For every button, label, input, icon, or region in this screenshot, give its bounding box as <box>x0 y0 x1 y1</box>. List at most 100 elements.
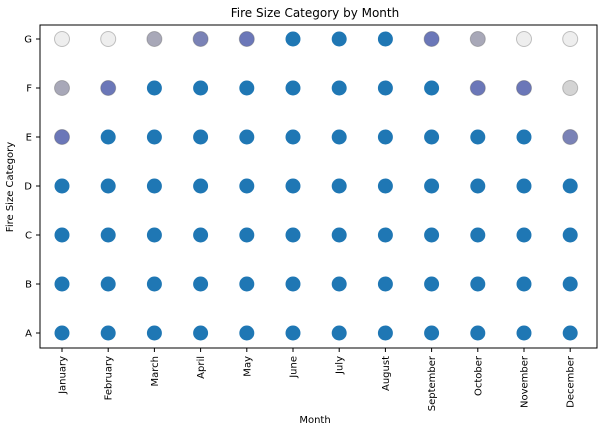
data-point <box>239 276 255 292</box>
x-tick-label: February <box>104 356 115 400</box>
data-point <box>193 129 209 145</box>
data-point <box>377 178 393 194</box>
data-point <box>377 325 393 341</box>
x-tick-label: May <box>242 356 253 377</box>
data-point <box>146 31 163 47</box>
data-point <box>516 276 532 292</box>
data-point <box>516 227 532 243</box>
data-point <box>285 31 301 47</box>
data-point <box>470 325 486 341</box>
data-point <box>54 325 70 341</box>
data-point <box>470 276 486 292</box>
data-point <box>516 31 532 47</box>
data-point <box>562 80 579 96</box>
data-point <box>423 31 440 47</box>
y-tick-label: G <box>24 35 32 46</box>
data-point <box>54 129 70 145</box>
data-point <box>562 178 578 194</box>
data-point <box>193 80 209 96</box>
data-point <box>146 227 162 243</box>
data-point <box>331 178 347 194</box>
data-point <box>100 31 117 47</box>
data-point <box>192 31 209 47</box>
data-point <box>469 31 486 47</box>
y-tick-label: B <box>25 280 32 291</box>
data-point <box>100 129 116 145</box>
data-point <box>331 129 347 145</box>
data-point <box>562 227 578 243</box>
data-point <box>193 178 209 194</box>
data-point <box>193 276 209 292</box>
y-axis: A B C D E F G <box>24 35 40 340</box>
data-point <box>239 178 255 194</box>
data-point <box>331 80 347 96</box>
data-point <box>469 80 486 96</box>
data-point <box>100 227 116 243</box>
data-point <box>54 80 70 96</box>
data-point <box>146 178 162 194</box>
x-tick-label: November <box>520 355 531 408</box>
data-point <box>424 227 440 243</box>
x-tick-label: April <box>196 356 207 379</box>
plot-area <box>39 24 598 349</box>
y-tick-label: C <box>25 231 32 242</box>
data-point <box>146 276 162 292</box>
x-tick-label: August <box>381 356 392 391</box>
data-point <box>285 129 301 145</box>
data-point <box>470 178 486 194</box>
data-point <box>331 31 347 47</box>
x-tick-label: June <box>289 356 300 379</box>
data-point <box>377 276 393 292</box>
x-tick-label: December <box>566 355 577 408</box>
data-point <box>331 227 347 243</box>
data-point <box>54 276 70 292</box>
data-point <box>285 178 301 194</box>
y-axis-title: Fire Size Category <box>5 142 16 232</box>
data-point <box>377 31 393 47</box>
chart-title: Fire Size Category by Month <box>231 6 399 20</box>
data-point <box>146 129 162 145</box>
data-point <box>331 276 347 292</box>
data-point <box>516 178 532 194</box>
data-point <box>562 129 579 145</box>
data-point <box>377 227 393 243</box>
data-point <box>100 276 116 292</box>
data-point <box>331 325 347 341</box>
data-point <box>516 129 532 145</box>
x-tick-label: September <box>427 355 438 411</box>
data-point <box>193 227 209 243</box>
data-point <box>100 80 117 96</box>
data-point <box>54 227 70 243</box>
data-point <box>54 31 70 47</box>
data-point <box>285 325 301 341</box>
y-tick-label: F <box>26 84 32 95</box>
data-point <box>100 325 116 341</box>
data-point <box>470 227 486 243</box>
y-tick-label: A <box>25 329 32 340</box>
data-point <box>239 129 255 145</box>
data-point <box>562 325 578 341</box>
data-point <box>562 31 579 47</box>
data-point <box>239 325 255 341</box>
data-point <box>516 325 532 341</box>
data-point <box>562 276 578 292</box>
y-tick-label: D <box>24 182 32 193</box>
data-point <box>424 276 440 292</box>
data-point <box>424 325 440 341</box>
data-point <box>54 178 70 194</box>
data-point <box>377 129 393 145</box>
data-point <box>193 325 209 341</box>
data-points <box>54 31 579 341</box>
data-point <box>377 80 393 96</box>
data-point <box>239 80 255 96</box>
data-point <box>424 178 440 194</box>
x-axis: January February March April May June July Augu… <box>58 348 577 411</box>
data-point <box>285 276 301 292</box>
data-point <box>146 325 162 341</box>
data-point <box>470 129 486 145</box>
data-point <box>146 80 162 96</box>
x-tick-label: March <box>150 356 161 386</box>
y-tick-label: E <box>26 133 32 144</box>
x-axis-title: Month <box>299 415 330 426</box>
